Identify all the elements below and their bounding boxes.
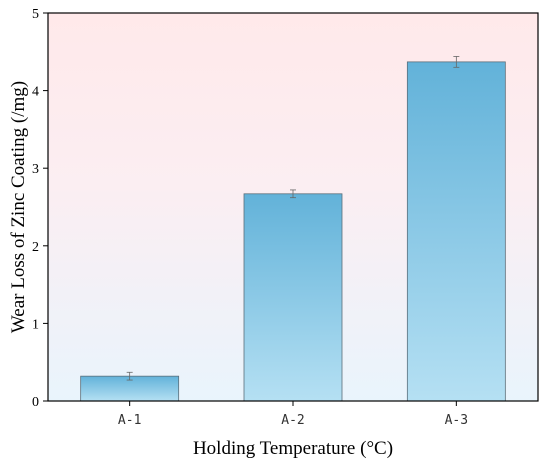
x-tick-label: A-3 — [445, 413, 468, 428]
y-axis-title: Wear Loss of Zinc Coating (/mg) — [8, 81, 29, 333]
x-axis: A-1 A-2 A-3 — [118, 401, 468, 428]
y-tick-label: 1 — [32, 317, 39, 332]
y-axis: 0 1 2 3 4 5 — [32, 7, 48, 410]
x-tick-label: A-2 — [281, 413, 304, 428]
error-bars-group — [126, 56, 460, 381]
y-tick-label: 0 — [32, 395, 39, 410]
bar-a-3 — [406, 61, 506, 402]
bar-a-2 — [243, 193, 343, 402]
y-tick-label: 4 — [32, 85, 39, 100]
x-axis-title: Holding Temperature (°C) — [193, 438, 393, 459]
bars-group — [80, 61, 506, 402]
y-tick-label: 5 — [32, 7, 39, 22]
x-tick-label: A-1 — [118, 413, 141, 428]
y-tick-label: 2 — [32, 240, 39, 255]
y-tick-label: 3 — [32, 162, 39, 177]
